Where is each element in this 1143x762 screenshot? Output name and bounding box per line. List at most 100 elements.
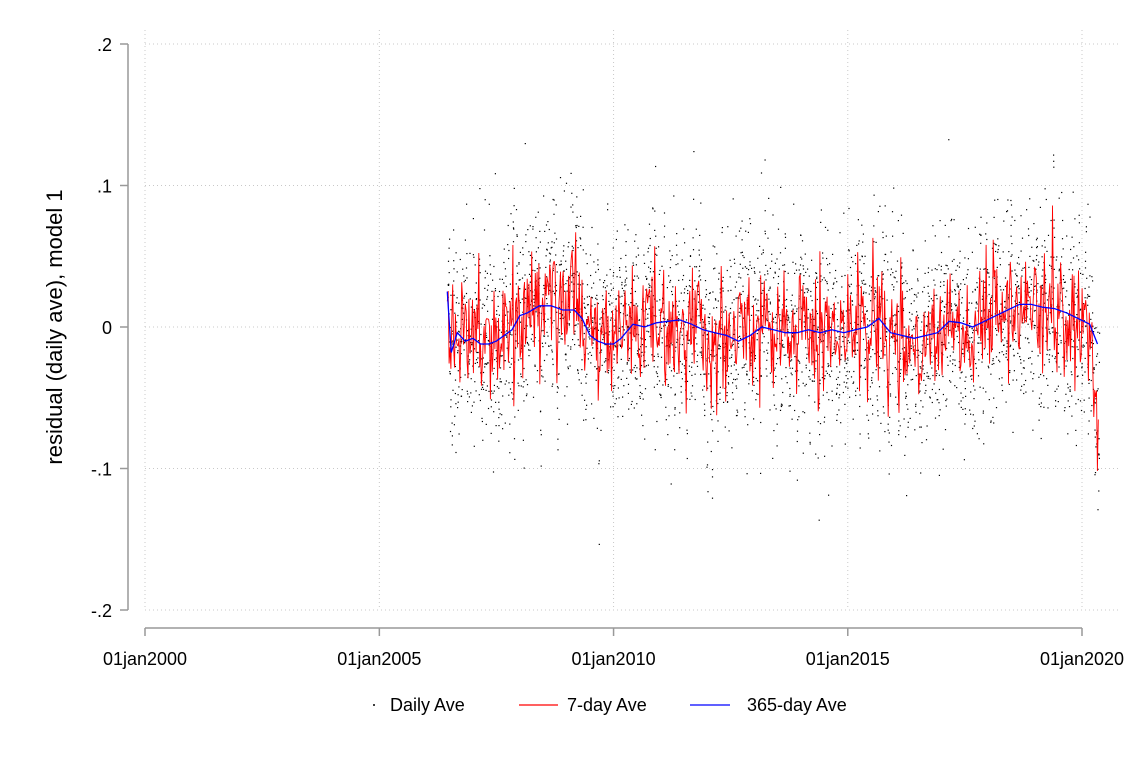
daily-ave-point: [1038, 419, 1040, 421]
daily-ave-point: [507, 244, 509, 246]
daily-ave-point: [1018, 313, 1020, 315]
daily-ave-point: [943, 311, 946, 313]
daily-ave-point: [972, 329, 974, 331]
daily-ave-point: [458, 386, 460, 388]
daily-ave-point: [533, 295, 535, 297]
daily-ave-point: [594, 303, 596, 306]
y-tick-label: -.1: [91, 460, 112, 480]
daily-ave-point: [551, 322, 553, 324]
daily-ave-point: [598, 463, 600, 465]
daily-ave-point: [872, 324, 875, 327]
daily-ave-point: [788, 405, 790, 407]
daily-ave-point: [463, 303, 465, 305]
daily-ave-point: [527, 343, 529, 345]
daily-ave-point: [641, 344, 643, 346]
daily-ave-point: [649, 285, 651, 287]
daily-ave-point: [596, 294, 598, 296]
daily-ave-point: [966, 341, 968, 344]
daily-ave-point: [898, 420, 900, 422]
daily-ave-point: [846, 363, 848, 365]
daily-ave-point: [766, 375, 768, 377]
daily-ave-point: [824, 375, 826, 377]
daily-ave-point: [940, 265, 942, 267]
daily-ave-point: [592, 321, 594, 323]
daily-ave-point: [592, 347, 594, 349]
daily-ave-point: [1071, 346, 1073, 348]
daily-ave-point: [586, 404, 588, 406]
daily-ave-point: [1095, 327, 1097, 329]
daily-ave-point: [875, 318, 878, 320]
daily-ave-point: [713, 355, 715, 357]
daily-ave-point: [771, 260, 773, 262]
daily-ave-point: [930, 298, 932, 300]
daily-ave-point: [556, 271, 558, 273]
daily-ave-point: [815, 272, 818, 274]
daily-ave-point: [863, 367, 865, 369]
legend-label-365-day-ave: 365-day Ave: [747, 695, 847, 715]
daily-ave-point: [463, 281, 465, 283]
daily-ave-point: [481, 307, 483, 309]
daily-ave-point: [1096, 390, 1098, 392]
daily-ave-point: [455, 252, 457, 254]
daily-ave-point: [457, 394, 459, 396]
daily-ave-point: [1088, 382, 1090, 384]
daily-ave-point: [1028, 234, 1030, 237]
daily-ave-point: [540, 465, 542, 467]
daily-ave-point: [961, 328, 963, 330]
daily-ave-point: [597, 243, 599, 245]
daily-ave-point: [756, 333, 758, 335]
daily-ave-point: [1030, 371, 1032, 373]
daily-ave-point: [915, 403, 917, 405]
daily-ave-point: [468, 373, 470, 375]
daily-ave-point: [808, 275, 810, 277]
daily-ave-point: [1036, 291, 1038, 293]
daily-ave-point: [457, 401, 459, 403]
daily-ave-point: [1038, 403, 1040, 405]
daily-ave-point: [1036, 237, 1038, 239]
daily-ave-point: [1096, 355, 1098, 357]
daily-ave-point: [1020, 389, 1022, 391]
daily-ave-point: [958, 341, 960, 344]
daily-ave-point: [684, 367, 686, 369]
daily-ave-point: [787, 329, 789, 331]
daily-ave-point: [951, 273, 953, 275]
daily-ave-point: [623, 292, 625, 294]
daily-ave-point: [929, 378, 931, 380]
daily-ave-point: [497, 295, 499, 298]
daily-ave-point: [981, 280, 983, 282]
daily-ave-point: [739, 315, 741, 317]
daily-ave-point: [794, 305, 796, 307]
daily-ave-point: [945, 328, 947, 330]
daily-ave-point: [1095, 446, 1097, 448]
daily-ave-point: [932, 300, 934, 302]
daily-ave-point: [640, 364, 643, 367]
daily-ave-point: [680, 391, 682, 393]
daily-ave-point: [1061, 191, 1063, 194]
daily-ave-point: [483, 304, 486, 307]
daily-ave-point: [769, 303, 771, 305]
daily-ave-point: [604, 344, 606, 346]
daily-ave-point: [506, 347, 508, 349]
daily-ave-point: [534, 365, 536, 367]
daily-ave-point: [669, 366, 671, 368]
daily-ave-point: [695, 337, 697, 339]
daily-ave-point: [843, 322, 845, 324]
daily-ave-point: [705, 328, 707, 330]
daily-ave-point: [481, 417, 483, 419]
daily-ave-point: [948, 236, 950, 238]
daily-ave-point: [1077, 375, 1079, 377]
daily-ave-point: [756, 303, 758, 305]
daily-ave-point: [1098, 454, 1100, 456]
daily-ave-point: [615, 398, 617, 400]
daily-ave-point: [533, 305, 535, 307]
daily-ave-point: [789, 395, 791, 397]
daily-ave-point: [844, 274, 846, 277]
daily-ave-point: [714, 319, 716, 321]
daily-ave-point: [683, 292, 685, 294]
daily-ave-point: [490, 432, 492, 434]
daily-ave-point: [884, 205, 886, 207]
daily-ave-point: [516, 272, 519, 274]
daily-ave-point: [761, 253, 763, 255]
y-axis-title: residual (daily ave), model 1: [42, 189, 67, 464]
daily-ave-point: [870, 290, 872, 292]
